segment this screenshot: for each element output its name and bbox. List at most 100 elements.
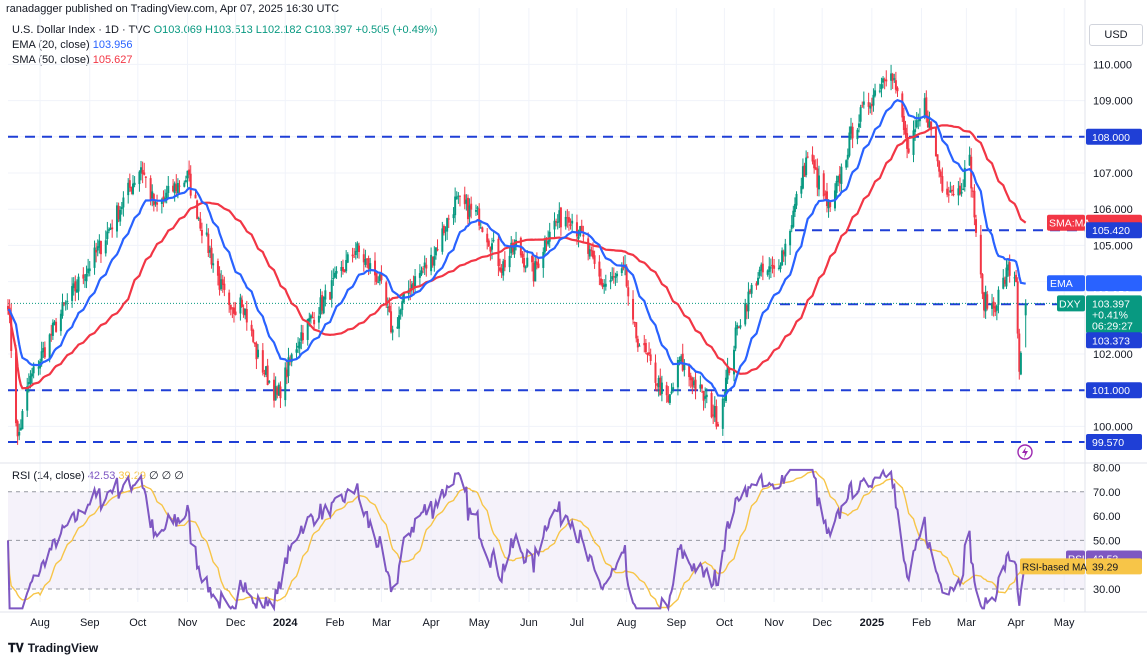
candle-body [917,120,920,122]
candle-body [465,199,468,204]
symbol-label[interactable]: U.S. Dollar Index · 1D · TVC [12,24,151,36]
x-tick-label: May [1054,617,1075,629]
ema-legend-row[interactable]: EMA (20, close) 103.956 [12,39,132,51]
candle-body [479,227,482,229]
rsi-legend-label: RSI (14, close) [12,470,85,482]
candle-body [31,373,34,377]
candle-body [896,87,899,92]
candle-body [588,249,591,257]
candle-body [692,381,695,386]
candle-body [422,268,425,270]
tradingview-logo[interactable]: 𝐓𝐕 TradingView [8,641,98,656]
candle-body [183,182,186,187]
candle-body [127,182,130,196]
candle-body [64,302,67,305]
level-tag: 105.420 [1086,222,1142,239]
candle-body [172,185,175,192]
candle-body [960,191,963,194]
candle-body [200,229,203,236]
candle-body [500,268,503,274]
candle-body [835,180,838,193]
candle-body [891,74,894,81]
candle-body [72,283,75,289]
candle-body [130,187,133,192]
level-text: 105.420 [1092,225,1130,237]
candle-body [822,173,825,197]
dxy-name-bg [1057,295,1085,312]
candle-body [882,78,885,83]
candle-body [357,245,360,252]
candle-body [287,357,290,377]
x-tick-label: Oct [129,617,146,629]
candle-body [755,283,758,286]
candle-body [77,276,80,292]
candle-body [938,161,941,172]
candle-body [902,115,905,131]
candle-body [420,270,423,275]
candle-body [723,398,726,400]
candle-body [761,263,764,273]
candle-body [196,200,199,219]
candle-body [862,101,865,105]
candle-body [83,279,86,281]
candle-body [18,431,21,436]
candle-body [858,123,861,128]
candle-body [681,353,684,371]
candle-body [934,128,937,157]
candle-body [894,80,897,90]
candle-body [845,160,848,168]
rsi-pane[interactable] [7,468,1085,612]
candle-body [893,78,896,80]
candle-body [766,270,769,275]
candle-body [446,218,449,232]
candle-body [340,267,343,271]
candle-body [276,387,279,395]
level-tag: 101.000 [1086,382,1142,399]
candle-body [120,207,123,210]
dxy-tag: DXY 103.397+0.41%06:29:27 [1057,295,1142,334]
candle-body [1015,274,1018,282]
candle-body [657,378,660,388]
candle-body [523,258,526,268]
candle-body [197,217,200,219]
candle-body [721,398,724,429]
y-tick-label: 107.000 [1093,168,1133,180]
currency-button[interactable]: USD [1089,24,1143,46]
candle-body [284,367,287,401]
candle-body [627,287,630,297]
rsi-ma-tag-value: 39.29 [1092,561,1118,573]
candle-body [981,274,984,294]
candle-body [104,240,107,254]
sma-legend-row[interactable]: SMA (50, close) 105.627 [12,54,132,66]
candle-body [375,273,378,282]
candle-body [534,261,537,282]
candle-body [481,227,484,233]
candle-body [984,291,987,312]
x-tick-label: Sep [80,617,100,629]
horizontal-levels[interactable] [8,135,1085,443]
candle-body [688,364,691,378]
candle-body [194,194,197,199]
candle-body [51,322,54,336]
candle-body [856,129,859,140]
candle-body [532,262,535,282]
candle-body [184,180,187,182]
candle-body [141,169,144,174]
candle-body [61,302,64,316]
candle-body [26,386,29,411]
candle-body [317,315,320,323]
candle-body [117,205,120,220]
candle-body [364,259,367,265]
sma-tag-name-bg [1047,214,1085,231]
x-tick-label: Nov [178,617,198,629]
candle-body [290,354,293,363]
candle-body [850,126,853,134]
candle-body [705,394,708,398]
candle-body [869,105,872,109]
candle-body [760,264,763,271]
x-tick-label: Dec [812,617,832,629]
candle-body [492,240,495,242]
candle-body [1024,303,1027,316]
candle-body [162,196,165,200]
